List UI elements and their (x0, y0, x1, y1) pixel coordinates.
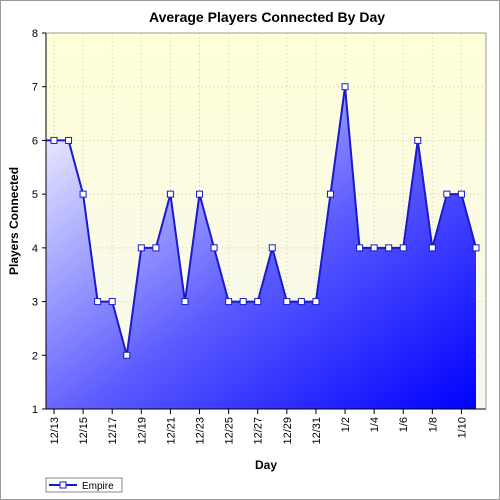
x-tick-label: 12/17 (107, 417, 119, 445)
y-tick-label: 7 (32, 82, 38, 94)
data-point-12-21 (166, 190, 174, 198)
area-fill (46, 86, 476, 409)
data-point-1-10 (457, 190, 465, 198)
data-point-12-20 (152, 244, 160, 252)
y-tick-label: 4 (32, 243, 38, 255)
data-point-12-24 (210, 244, 218, 252)
data-point-1-3 (356, 244, 364, 252)
data-point-1-7 (414, 136, 422, 144)
y-tick-labels: 1 2 3 4 5 6 7 8 (32, 28, 46, 416)
y-tick-label: 8 (32, 28, 38, 40)
x-tick-label: 1/8 (427, 417, 439, 432)
x-tick-label: 12/21 (165, 417, 177, 445)
data-point-12-23 (196, 190, 204, 198)
data-point-1-2 (341, 83, 349, 91)
data-point-12-18 (123, 351, 131, 359)
x-tick-labels: 12/13 12/15 12/17 12/19 12/21 12/23 12/25 12/27… (49, 409, 468, 445)
x-tick-label: 1/6 (398, 417, 410, 432)
data-point-1-4 (370, 244, 378, 252)
data-point-1-9 (443, 190, 451, 198)
data-point-12-30 (297, 298, 305, 306)
data-point-1-8 (428, 244, 436, 252)
data-point-1-5 (385, 244, 393, 252)
data-markers (50, 83, 480, 359)
axes (45, 32, 487, 410)
data-point-1-11 (472, 244, 480, 252)
y-tick-label: 2 (32, 350, 38, 362)
x-tick-label: 12/13 (49, 417, 61, 445)
data-point-12-19 (137, 244, 145, 252)
legend-marker (59, 481, 67, 489)
y-tick-label: 3 (32, 297, 38, 309)
x-tick-label: 12/25 (224, 417, 236, 445)
x-tick-label: 12/23 (195, 417, 207, 445)
y-axis-title: Players Connected (7, 167, 21, 275)
legend: Empire (45, 477, 123, 493)
x-tick-label: 12/29 (282, 417, 294, 445)
data-point-12-31 (312, 298, 320, 306)
data-point-12-29 (283, 298, 291, 306)
chart-title: Average Players Connected By Day (149, 9, 385, 25)
x-tick-label: 12/31 (311, 417, 323, 445)
legend-label-empire: Empire (82, 481, 114, 492)
x-tick-label: 1/4 (369, 417, 381, 432)
data-point-12-22 (181, 298, 189, 306)
x-axis-title: Day (255, 458, 277, 472)
x-tick-label: 12/27 (253, 417, 265, 445)
data-point-1-1 (326, 190, 334, 198)
data-point-12-25 (225, 298, 233, 306)
y-tick-label: 5 (32, 189, 38, 201)
data-point-12-27 (254, 298, 262, 306)
data-point-12-15 (79, 190, 87, 198)
y-tick-label: 6 (32, 135, 38, 147)
x-tick-label: 1/2 (340, 417, 352, 432)
x-tick-label: 1/10 (456, 417, 468, 438)
data-point-12-17 (108, 298, 116, 306)
y-tick-label: 1 (32, 404, 38, 416)
data-point-12-28 (268, 244, 276, 252)
x-tick-label: 12/15 (78, 417, 90, 445)
data-point-12-14 (65, 136, 73, 144)
data-point-12-26 (239, 298, 247, 306)
data-point-1-6 (399, 244, 407, 252)
x-tick-label: 12/19 (136, 417, 148, 445)
data-point-12-13 (50, 136, 58, 144)
data-point-12-16 (94, 298, 102, 306)
